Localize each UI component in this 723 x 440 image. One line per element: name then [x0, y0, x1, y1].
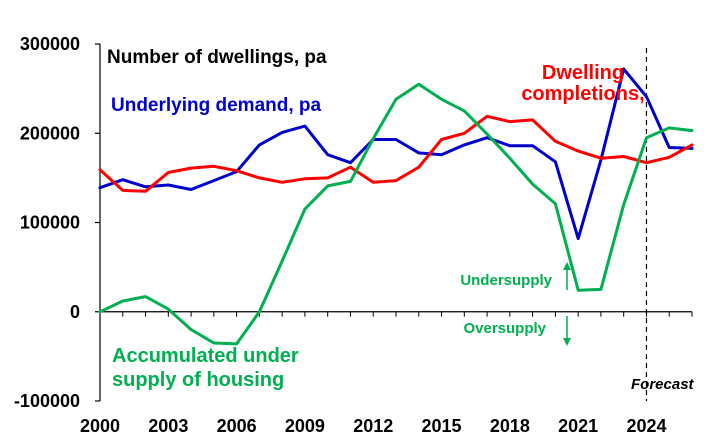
y-axis-tick-labels: -100000 0 100000 200000 300000 — [14, 34, 80, 411]
x-tick-label: 2018 — [490, 416, 530, 436]
chart-title: Number of dwellings, pa — [107, 47, 327, 68]
x-tick-label: 2021 — [558, 416, 598, 436]
series-line-accumulated-undersupply — [98, 82, 694, 346]
y-tick-label: 100000 — [20, 213, 80, 233]
series-line-underlying-demand — [98, 67, 694, 241]
series-label-underlying-demand: Underlying demand, pa — [111, 95, 322, 116]
y-tick-label: 0 — [70, 302, 80, 322]
x-tick-label: 2009 — [285, 416, 325, 436]
x-axis-tick-labels: 2000 2003 2006 2009 2012 2015 2018 2021 2024 — [80, 416, 667, 436]
series-label-accumulated-line1: Accumulated under — [112, 345, 299, 367]
y-tick-label: 200000 — [20, 123, 80, 143]
series-line-dwelling-completions — [98, 114, 694, 193]
x-tick-label: 2003 — [148, 416, 188, 436]
series-label-accumulated-line2: supply of housing — [112, 369, 284, 391]
oversupply-label: Oversupply — [463, 320, 546, 337]
x-tick-label: 2015 — [422, 416, 462, 436]
forecast-label: Forecast — [631, 376, 695, 393]
undersupply-label: Undersupply — [460, 272, 552, 289]
y-tick-label: 300000 — [20, 34, 80, 54]
y-axis-ticks — [95, 43, 100, 402]
oversupply-arrow — [563, 316, 571, 346]
series-label-dwelling-completions-line2: completions, — [521, 83, 644, 105]
x-tick-label: 2012 — [353, 416, 393, 436]
x-axis-ticks — [99, 311, 693, 317]
undersupply-arrow — [563, 262, 571, 290]
series-label-dwelling-completions-line1: Dwelling — [542, 62, 624, 84]
x-tick-label: 2000 — [80, 416, 120, 436]
x-tick-label: 2024 — [626, 416, 666, 436]
x-tick-label: 2006 — [217, 416, 257, 436]
y-tick-label: -100000 — [14, 391, 80, 411]
series-group — [98, 67, 694, 346]
